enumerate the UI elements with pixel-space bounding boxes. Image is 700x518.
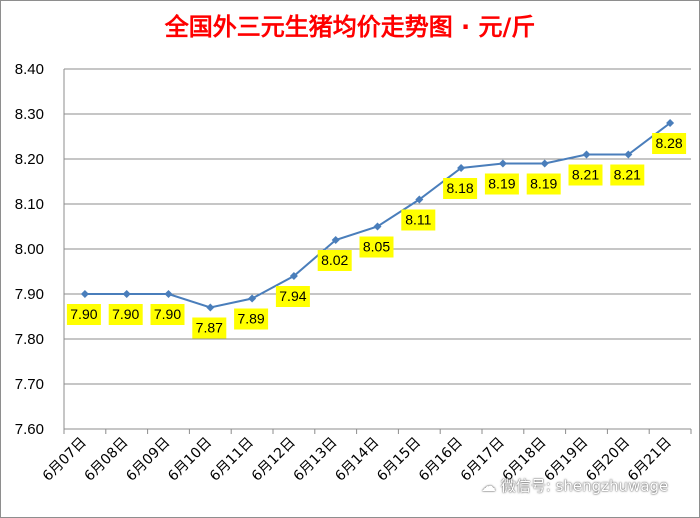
- x-tick-label: 6月07日: [40, 435, 90, 485]
- data-point: [457, 164, 466, 172]
- x-tick-label: 6月08日: [82, 435, 132, 485]
- x-tick-label: 6月09日: [123, 435, 173, 485]
- data-point: [248, 294, 257, 303]
- x-tick-label: 6月15日: [374, 435, 424, 485]
- y-tick-label: 7.90: [15, 286, 44, 303]
- data-point: [289, 272, 298, 280]
- y-tick-label: 8.00: [15, 241, 44, 258]
- y-tick-label: 7.80: [15, 331, 44, 348]
- x-tick-label: 6月11日: [207, 435, 257, 485]
- chart-title: 全国外三元生猪均价走势图 · 元/斤: [164, 13, 536, 41]
- data-label: 8.02: [321, 252, 348, 268]
- data-label-box: [526, 173, 561, 195]
- data-point: [540, 159, 549, 168]
- data-label-box: [443, 178, 478, 199]
- data-label-box: [652, 133, 687, 154]
- data-label: 8.19: [530, 176, 557, 192]
- data-label-box: [66, 304, 101, 325]
- data-label: 7.90: [112, 306, 139, 322]
- y-tick-label: 8.20: [15, 151, 44, 168]
- data-point: [582, 150, 591, 159]
- data-label: 8.18: [446, 180, 473, 196]
- data-label: 8.21: [614, 167, 641, 183]
- data-label-box: [484, 173, 519, 195]
- data-label-box: [568, 164, 603, 186]
- data-label: 7.90: [70, 306, 97, 322]
- data-label: 7.94: [279, 288, 306, 304]
- data-label-box: [275, 286, 310, 307]
- x-tick-label: 6月12日: [249, 435, 299, 485]
- data-label-box: [150, 304, 185, 325]
- data-point: [80, 290, 89, 298]
- data-label-box: [317, 250, 352, 271]
- data-point: [331, 236, 340, 244]
- data-label: 8.19: [488, 176, 515, 192]
- data-label: 8.28: [655, 135, 682, 151]
- data-label-box: [192, 317, 227, 339]
- y-tick-label: 7.60: [15, 421, 44, 438]
- x-tick-label: 6月14日: [332, 435, 382, 485]
- data-label: 8.05: [363, 239, 390, 255]
- series-line: [84, 122, 671, 309]
- data-label-box: [401, 209, 436, 231]
- data-point: [206, 303, 215, 312]
- data-label: 7.89: [237, 311, 264, 327]
- wechat-icon: ☁: [481, 477, 496, 495]
- data-label-box: [234, 308, 269, 330]
- data-point: [498, 159, 507, 168]
- data-point: [373, 222, 382, 231]
- data-point: [122, 290, 131, 298]
- data-label: 8.11: [405, 212, 431, 228]
- watermark: ☁ 微信号: shengzhuwage: [481, 475, 668, 496]
- y-tick-label: 7.70: [15, 376, 44, 393]
- x-tick-label: 6月13日: [291, 435, 341, 485]
- x-tick-label: 6月10日: [165, 435, 215, 485]
- data-point: [415, 195, 424, 204]
- data-point: [666, 119, 675, 127]
- data-label-box: [359, 236, 394, 258]
- y-tick-label: 8.40: [15, 61, 44, 78]
- x-tick-label: 6月16日: [416, 435, 466, 485]
- y-tick-label: 8.10: [15, 196, 44, 213]
- data-point: [624, 150, 633, 159]
- y-tick-label: 8.30: [15, 106, 44, 123]
- watermark-text: 微信号: shengzhuwage: [500, 477, 669, 495]
- data-point: [164, 290, 173, 298]
- data-label-box: [108, 304, 143, 325]
- data-label: 7.87: [196, 320, 223, 336]
- data-label: 8.21: [572, 167, 599, 183]
- data-label-box: [610, 164, 645, 186]
- data-label: 7.90: [154, 306, 181, 322]
